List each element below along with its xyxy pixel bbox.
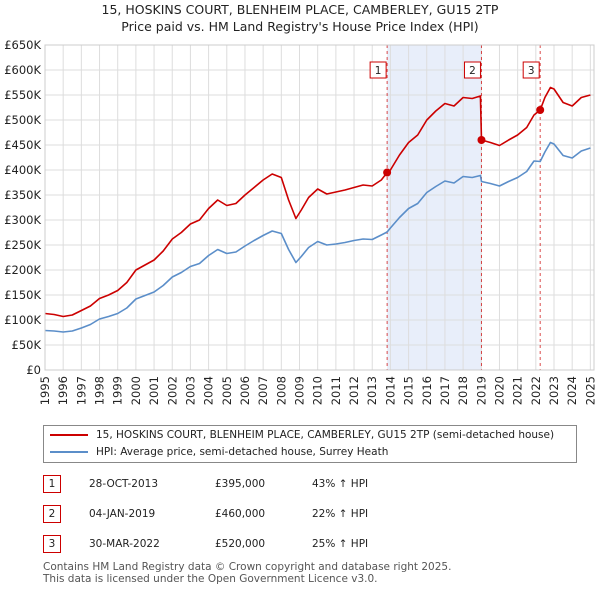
legend-item-hpi: HPI: Average price, semi-detached house,… bbox=[50, 444, 388, 460]
sale-badge-box bbox=[463, 61, 481, 79]
x-tick-label: 2008 bbox=[274, 376, 288, 405]
x-tick-label: 2013 bbox=[365, 376, 379, 405]
y-tick-label: £450K bbox=[4, 138, 41, 152]
x-tick-label: 2002 bbox=[165, 376, 179, 405]
sale-date: 30-MAR-2022 bbox=[89, 538, 160, 550]
sale-number-badge: 3 bbox=[43, 535, 61, 553]
footer-copyright: Contains HM Land Registry data © Crown c… bbox=[43, 561, 452, 573]
sale-hpi-change: 25% ↑ HPI bbox=[312, 538, 369, 550]
shaded-ownership-region bbox=[387, 45, 482, 370]
x-tick-label: 2012 bbox=[347, 376, 361, 405]
x-tick-label: 2011 bbox=[329, 376, 343, 405]
x-tick-label: 2017 bbox=[438, 376, 452, 405]
sale-number-badge: 2 bbox=[43, 505, 61, 523]
x-tick-label: 2006 bbox=[238, 376, 252, 405]
x-tick-label: 2010 bbox=[311, 376, 325, 405]
x-tick-label: 2018 bbox=[456, 376, 470, 405]
x-tick-label: 2021 bbox=[511, 376, 525, 405]
legend-item-property: 15, HOSKINS COURT, BLENHEIM PLACE, CAMBE… bbox=[50, 427, 554, 443]
sale-badge-marker: 2 bbox=[463, 61, 481, 79]
hpi-line bbox=[44, 141, 591, 333]
x-tick-label: 2016 bbox=[420, 376, 434, 405]
x-tick-label: 2015 bbox=[402, 376, 416, 405]
legend-label-hpi: HPI: Average price, semi-detached house,… bbox=[96, 446, 389, 458]
y-tick-label: £250K bbox=[4, 238, 41, 252]
y-tick-label: £200K bbox=[4, 263, 41, 277]
x-tick-label: 1996 bbox=[56, 376, 70, 405]
sale-number-badge: 1 bbox=[43, 475, 61, 493]
sale-point bbox=[536, 106, 545, 114]
chart-title: 15, HOSKINS COURT, BLENHEIM PLACE, CAMBE… bbox=[101, 2, 499, 17]
x-tick-label: 2001 bbox=[147, 376, 161, 405]
sale-price: £520,000 bbox=[215, 538, 266, 550]
y-tick-label: £150K bbox=[4, 288, 41, 302]
x-tick-label: 1997 bbox=[74, 376, 88, 405]
chart-subtitle: Price paid vs. HM Land Registry's House … bbox=[121, 19, 479, 34]
x-tick-label: 1998 bbox=[93, 376, 107, 405]
x-tick-label: 1999 bbox=[111, 376, 125, 405]
sale-price: £460,000 bbox=[215, 508, 266, 520]
price-chart: 1 2 3 £0 £50K £100K £150K £200K £250K £300K £350K… bbox=[4, 38, 597, 405]
sale-badge-label: 2 bbox=[469, 65, 476, 77]
legend-swatch-property bbox=[50, 434, 88, 436]
legend: 15, HOSKINS COURT, BLENHEIM PLACE, CAMBE… bbox=[43, 425, 577, 463]
sale-badge-label: 1 bbox=[375, 65, 382, 77]
x-tick-label: 2020 bbox=[492, 376, 506, 405]
x-tick-label: 2004 bbox=[202, 376, 216, 405]
y-tick-label: £50K bbox=[12, 338, 42, 352]
x-tick-label: 1995 bbox=[38, 376, 52, 405]
sale-hpi-change: 43% ↑ HPI bbox=[312, 478, 369, 490]
sale-badge-box bbox=[369, 61, 387, 79]
x-tick-label: 2005 bbox=[220, 376, 234, 405]
x-tick-label: 2023 bbox=[547, 376, 561, 405]
y-tick-label: £350K bbox=[4, 188, 41, 202]
sale-date: 28-OCT-2013 bbox=[89, 478, 158, 490]
y-tick-label: £500K bbox=[4, 113, 41, 127]
x-tick-label: 2022 bbox=[529, 376, 543, 405]
x-tick-label: 2019 bbox=[474, 376, 488, 405]
y-tick-label: £550K bbox=[4, 88, 41, 102]
x-tick-label: 2003 bbox=[183, 376, 197, 405]
y-tick-label: £600K bbox=[4, 63, 41, 77]
x-tick-label: 2007 bbox=[256, 376, 270, 405]
sale-badge-box bbox=[522, 61, 540, 79]
y-tick-label: £300K bbox=[4, 213, 41, 227]
plot-frame bbox=[44, 44, 595, 371]
x-tick-label: 2000 bbox=[129, 376, 143, 405]
legend-swatch-hpi bbox=[50, 451, 88, 453]
y-tick-label: £650K bbox=[4, 38, 41, 52]
sale-price: £395,000 bbox=[215, 478, 266, 490]
legend-label-property: 15, HOSKINS COURT, BLENHEIM PLACE, CAMBE… bbox=[96, 429, 555, 441]
sale-point bbox=[477, 136, 486, 144]
sale-hpi-change: 22% ↑ HPI bbox=[312, 508, 369, 520]
sale-badge-label: 3 bbox=[528, 65, 535, 77]
property-price-line bbox=[44, 86, 591, 318]
x-tick-label: 2024 bbox=[565, 376, 579, 405]
footer-licence: This data is licensed under the Open Gov… bbox=[43, 573, 378, 585]
x-tick-label: 2009 bbox=[293, 376, 307, 405]
x-tick-label: 2014 bbox=[383, 376, 397, 405]
sale-date: 04-JAN-2019 bbox=[89, 508, 156, 520]
y-tick-label: £0 bbox=[26, 363, 41, 377]
y-tick-label: £400K bbox=[4, 163, 41, 177]
sale-badge-marker: 1 bbox=[369, 61, 387, 79]
y-tick-label: £100K bbox=[4, 313, 41, 327]
sale-badge-marker: 3 bbox=[522, 61, 540, 79]
x-tick-label: 2025 bbox=[583, 376, 597, 405]
sale-point bbox=[383, 168, 392, 177]
